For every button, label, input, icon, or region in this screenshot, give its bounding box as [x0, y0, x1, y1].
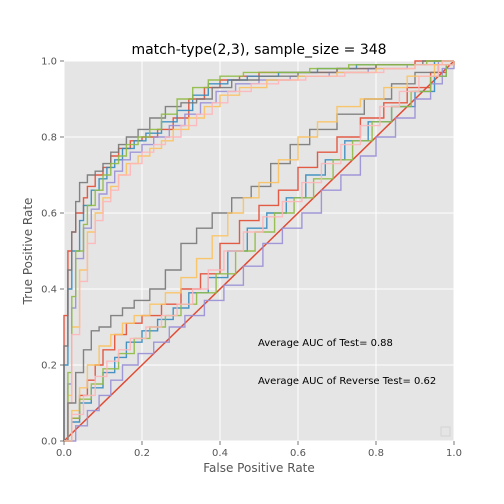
x-tick-label: 0.6	[290, 448, 306, 459]
test-roc-curve-3	[63, 60, 454, 441]
x-tick-label: 0.0	[56, 448, 72, 459]
y-tick-label: 0.0	[41, 437, 57, 448]
x-tick-label: 0.4	[212, 448, 228, 459]
y-tick-label: 0.6	[41, 209, 57, 220]
diagonal-layer	[63, 60, 455, 442]
annotation-reverse-auc: Average AUC of Reverse Test= 0.62	[258, 376, 436, 387]
chart-title: match-type(2,3), sample_size = 348	[131, 42, 386, 58]
x-tick-label: 1.0	[446, 448, 462, 459]
x-tick-label: 0.8	[368, 448, 384, 459]
roc-curves	[63, 60, 455, 442]
annotation-test-auc: Average AUC of Test= 0.88	[258, 338, 393, 349]
chance-diagonal-line	[63, 60, 455, 442]
x-tick-label: 0.2	[134, 448, 150, 459]
reverse-test-roc-curve-9	[64, 61, 455, 442]
y-tick-label: 0.2	[41, 361, 57, 372]
y-tick-label: 0.4	[41, 285, 57, 296]
y-tick-label: 0.8	[41, 133, 57, 144]
legend-box	[440, 426, 451, 437]
tick-labels: 0.0 0.2 0.4 0.6 0.8 1.0 0.0 0.2 0.4 0.6 0.8 1.0	[41, 57, 462, 460]
y-axis-label: True Positive Rate	[21, 198, 35, 306]
reverse-test-roc-curve-11	[64, 61, 455, 442]
test-roc-curve-6	[64, 60, 454, 442]
test-roc-curve-5	[64, 60, 454, 442]
reverse-test-roc-curve-13	[64, 61, 455, 442]
x-axis-label: False Positive Rate	[203, 461, 315, 475]
y-tick-label: 1.0	[41, 57, 57, 68]
